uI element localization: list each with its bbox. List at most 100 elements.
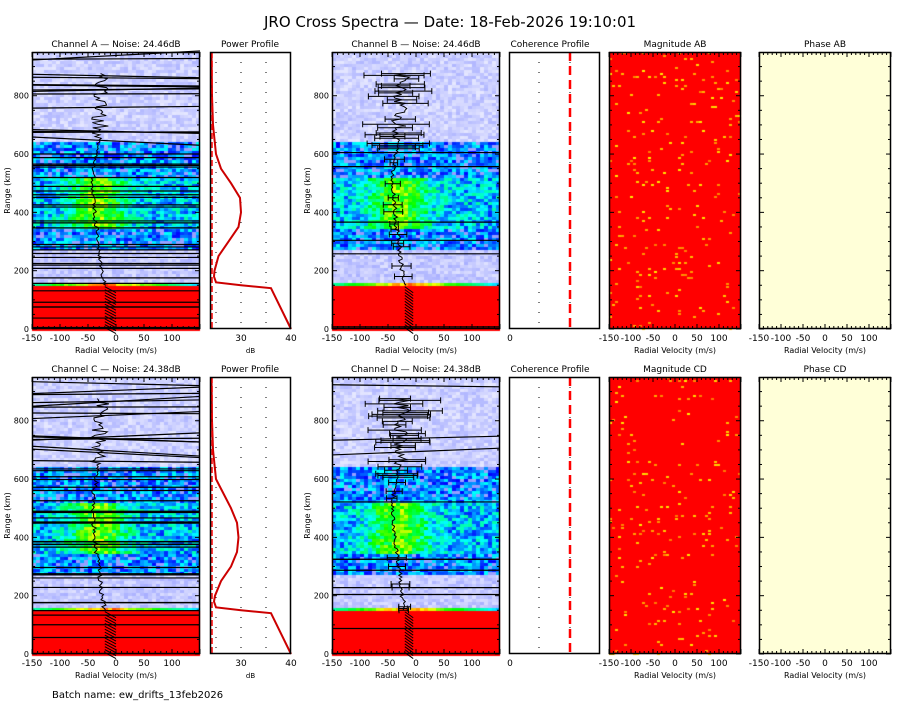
- spectral-trace: [31, 395, 201, 407]
- coherence-profile-title: Coherence Profile: [510, 40, 590, 50]
- drift-profile-line: [404, 631, 414, 639]
- drift-profile-line: [89, 398, 110, 611]
- spectral-trace: [31, 448, 201, 459]
- x-tick-label: -100: [621, 334, 642, 344]
- x-tick-label: -150: [749, 659, 770, 669]
- drift-profile-line: [404, 637, 414, 645]
- drift-profile-line: [404, 303, 414, 311]
- power-profile-line: [210, 376, 292, 655]
- spectral-trace: [31, 131, 201, 133]
- drift-profile-line: [104, 625, 117, 633]
- x-tick-label: 50: [841, 659, 853, 669]
- spectral-trace: [31, 129, 201, 134]
- y-tick-label: 0: [324, 650, 329, 659]
- x-tick-label: -100: [350, 659, 371, 669]
- y-tick-label: 0: [24, 650, 29, 659]
- drift-profile-line: [104, 286, 117, 294]
- spectral-trace: [331, 447, 501, 456]
- y-tick-label: 800: [14, 92, 29, 101]
- spectral-trace: [31, 84, 201, 88]
- drift-profile-line: [404, 634, 414, 642]
- x-tick-label: -100: [50, 334, 71, 344]
- x-tick-label: -150: [599, 659, 620, 669]
- drift-profile-line: [404, 643, 414, 651]
- drift-profile-line: [104, 622, 117, 630]
- x-axis-label: Radial Velocity (m/s): [634, 671, 716, 680]
- x-tick-label: 100: [463, 334, 480, 344]
- x-tick-label: 100: [860, 334, 877, 344]
- x-tick-label: -50: [381, 659, 396, 669]
- drift-profile-line: [104, 614, 117, 622]
- y-tick-label: 600: [314, 150, 329, 159]
- drift-profile-line: [404, 324, 414, 332]
- power-profile-line: [210, 51, 292, 330]
- y-tick-label: 0: [324, 325, 329, 334]
- spectral-trace: [31, 460, 201, 463]
- drift-profile-line: [404, 611, 414, 619]
- x-tick-label: -150: [322, 659, 343, 669]
- x-axis-label: dB: [246, 347, 255, 355]
- spA-panel-frame: [31, 51, 201, 330]
- drift-profile-line: [104, 321, 117, 329]
- drift-profile-line: [404, 297, 414, 305]
- drift-profile-line: [404, 315, 414, 323]
- x-tick-label: 30: [235, 334, 247, 344]
- drift-profile-line: [404, 289, 414, 297]
- drift-profile-line: [404, 640, 414, 648]
- spectral-trace: [31, 410, 201, 420]
- drift-profile-line: [404, 300, 414, 308]
- figure-title: JRO Cross Spectra — Date: 18-Feb-2026 19…: [263, 13, 636, 31]
- x-axis-label: dB: [246, 672, 255, 680]
- drift-profile-line: [104, 309, 117, 317]
- x-tick-label: 50: [438, 334, 450, 344]
- batch-name: Batch name: ew_drifts_13feb2026: [52, 690, 223, 701]
- drift-profile-line: [104, 292, 117, 299]
- spA-panel-frame: [31, 376, 201, 655]
- power-profile-title: Power Profile: [221, 40, 280, 50]
- drift-profile-line: [104, 634, 117, 642]
- drift-profile-line: [104, 640, 117, 648]
- x-tick-label: 100: [860, 659, 877, 669]
- x-tick-label: -50: [81, 659, 96, 669]
- spectral-trace: [31, 83, 201, 87]
- x-tick-label: 50: [138, 659, 150, 669]
- drift-profile-line: [404, 617, 414, 624]
- drift-profile-line: [104, 620, 117, 627]
- drift-profile-line: [404, 649, 414, 657]
- x-tick-label: 0: [507, 334, 513, 344]
- x-axis-label: Radial Velocity (m/s): [375, 346, 457, 355]
- x-tick-label: 0: [822, 659, 828, 669]
- coherence-profile-frame: [508, 376, 601, 655]
- y-tick-label: 600: [14, 150, 29, 159]
- spectral-trace: [31, 57, 201, 60]
- spB-panel-frame: [331, 51, 501, 330]
- x-tick-label: 0: [507, 659, 513, 669]
- x-tick-label: 100: [710, 334, 727, 344]
- drift-profile-line: [104, 628, 117, 636]
- y-tick-label: 800: [314, 417, 329, 426]
- coherence-profile-title: Coherence Profile: [510, 365, 590, 375]
- y-tick-label: 800: [314, 92, 329, 101]
- y-tick-label: 400: [314, 208, 329, 217]
- spectra-title: Channel A — Noise: 24.46dB: [51, 40, 180, 50]
- x-tick-label: -150: [599, 334, 620, 344]
- drift-profile-line: [104, 631, 117, 639]
- spectral-trace: [31, 136, 201, 146]
- x-tick-label: -150: [22, 334, 43, 344]
- drift-profile-line: [404, 614, 414, 622]
- x-tick-label: 50: [138, 334, 150, 344]
- magnitude-title: Magnitude AB: [644, 40, 707, 50]
- drift-profile-line: [104, 643, 117, 651]
- spectra-title: Channel C — Noise: 24.38dB: [51, 365, 180, 375]
- drift-profile-line: [104, 303, 117, 311]
- y-axis-label: Range (km): [3, 492, 12, 539]
- spectral-trace: [31, 73, 201, 79]
- x-tick-label: 0: [113, 334, 119, 344]
- y-axis-label: Range (km): [3, 167, 12, 214]
- spectral-trace: [31, 435, 201, 443]
- spB-panel-frame: [331, 376, 501, 655]
- x-tick-label: -100: [771, 334, 792, 344]
- x-axis-label: Radial Velocity (m/s): [75, 671, 157, 680]
- spectral-trace: [31, 392, 201, 396]
